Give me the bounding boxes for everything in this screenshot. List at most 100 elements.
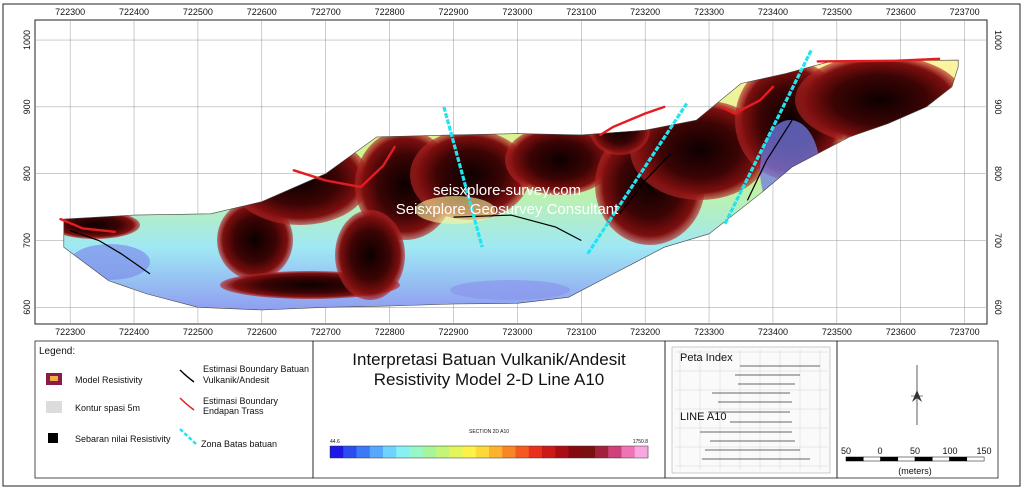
colorbar-segment [542,446,556,458]
profile-outline [63,59,959,311]
y-tick-label: 800 [22,166,32,181]
trass-boundary-line [292,145,396,189]
trass-boundaries [59,57,941,233]
x-tick-label: 723100 [566,7,596,17]
black-line-swatch [179,369,195,383]
scale-segment [914,456,933,462]
colorbar-max-label: 1750.8 [633,439,649,445]
x-ticks-top: 722300 722400 722500 722600 722700 722800 7229… [55,7,980,17]
y-tick-label: 700 [22,233,32,248]
rock-boundary-line [69,229,151,275]
index-map-frame [671,346,831,474]
x-tick-label: 723500 [822,7,852,17]
cyan-line-swatch [179,428,197,445]
colorbar-segment [436,446,450,458]
colorbar-min-label: 44.6 [330,439,340,445]
y-ticks-left: 1000 900 800 700 600 [22,30,32,315]
x-tick-label: 723600 [886,327,916,337]
scale-segment [949,456,968,462]
x-tick-label: 722300 [55,327,85,337]
colorbar-segment [515,446,530,458]
colorbar-segment [502,446,516,458]
x-tick-label: 723700 [950,327,980,337]
legend-label-contour: Kontur spasi 5m [75,403,140,413]
contour-swatch [46,401,62,413]
x-tick-label: 722600 [247,327,277,337]
colorbar-segment [489,446,503,458]
scale-segment [863,456,881,462]
x-tick-label: 723700 [950,7,980,17]
colorbar-segment [581,446,596,458]
colorbar-segment [383,446,397,458]
rock-boundary-line [619,153,672,215]
x-tick-label: 722400 [119,7,149,17]
legend-label-red-1: Estimasi Boundary [203,396,279,406]
scale-tick-label: 0 [877,446,882,456]
chart-title: Interpretasi Batuan Vulkanik/Andesit [352,350,626,369]
resistive-body [505,125,615,195]
colorbar [329,445,649,459]
x-tick-label: 722400 [119,327,149,337]
rock-zone-line [442,106,484,248]
colorbar-segment [343,446,357,458]
scale-tick-label: 150 [976,446,991,456]
rock-boundaries [69,119,793,275]
colorbar-segment [422,446,437,458]
resistive-body [335,210,405,300]
x-tick-label: 723600 [886,7,916,17]
colorbar-segment [449,446,463,458]
y-tick-label: 900 [993,99,1003,114]
rock-zone-line [586,102,689,255]
x-tick-label: 723500 [822,327,852,337]
x-tick-label: 723400 [758,327,788,337]
y-tick-label: 1000 [22,30,32,50]
legend-heading: Legend: [39,346,75,357]
y-ticks-right: 1000 900 800 700 600 [993,30,1003,315]
red-line-swatch [179,397,195,411]
x-tick-label: 722500 [183,327,213,337]
colorbar-segment [356,446,371,458]
colorbar-segment [369,446,384,458]
x-tick-label: 723400 [758,7,788,17]
sheet-border [2,3,1021,487]
x-tick-label: 723300 [694,7,724,17]
watermark-line-1: seisxplore-survey.com [433,182,581,199]
scale-unit: (meters) [898,466,932,476]
y-tick-label: 1000 [993,30,1003,50]
legend-label-red-2: Endapan Trass [203,406,264,416]
scale-segment [932,456,950,462]
legend-label-points: Sebaran nilai Resistivity [75,434,171,444]
rock-boundary-line [746,119,793,201]
x-tick-label: 722800 [375,327,405,337]
trass-boundary-line [816,57,941,63]
x-tick-label: 722900 [438,327,468,337]
north-arrow-icon [911,365,923,425]
x-tick-label: 722300 [55,7,85,17]
scale-segment [880,456,899,462]
colorbar-segment [568,446,583,458]
legend-label-black-1: Estimasi Boundary Batuan [203,364,309,374]
chart-subtitle: Resistivity Model 2-D Line A10 [374,370,605,389]
colorbar-segment [396,446,410,458]
y-tick-label: 600 [993,300,1003,315]
watermark-line-2: Seisxplore Geosurvey Consultant [396,201,619,218]
model-resistivity-swatch-accent [50,376,58,381]
index-map: Peta Index LINE A10 [671,346,831,474]
resistivity-point-swatch [48,433,58,443]
colorbar-segment [595,446,609,458]
colorbar-segment [528,446,543,458]
colorbar-segment [475,446,490,458]
colorbar-segment [330,446,344,458]
colorbar-segment [462,446,477,458]
scale-tick-label: 100 [942,446,957,456]
colorbar-segment [555,446,569,458]
x-tick-label: 723300 [694,327,724,337]
rock-zone-boundaries [442,49,813,255]
scale-tick-label: 50 [841,446,851,456]
scale-tick-label: 50 [910,446,920,456]
legend-label-cyan: Zona Batas batuan [201,439,277,449]
trass-boundary-line [720,85,775,115]
y-tick-label: 900 [22,99,32,114]
colorbar-outline [329,445,649,459]
